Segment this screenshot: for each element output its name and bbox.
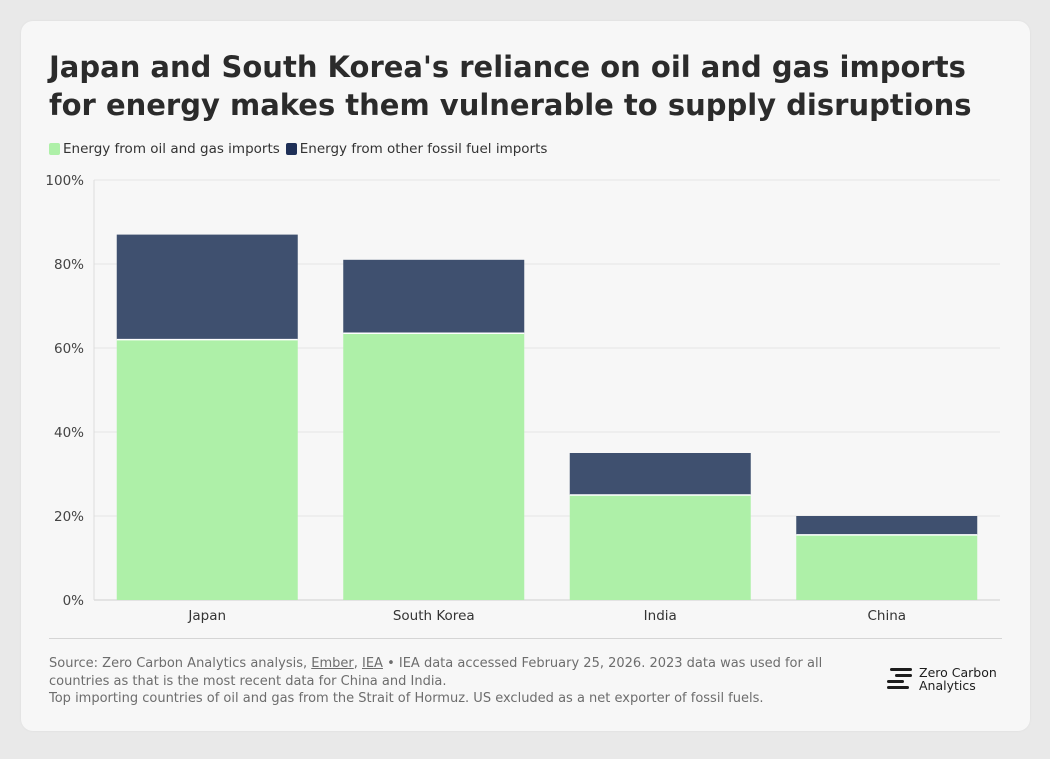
legend-label-oil-gas: Energy from oil and gas imports: [63, 141, 280, 157]
footer-note: Top importing countries of oil and gas f…: [49, 691, 764, 706]
bar-south-korea-other-fossil: [343, 259, 525, 334]
footer-source: Source: Zero Carbon Analytics analysis, …: [49, 655, 829, 708]
footer-divider: [49, 638, 1002, 639]
y-tick-label: 60%: [54, 341, 84, 357]
source-prefix: Source: Zero Carbon Analytics analysis,: [49, 656, 312, 671]
x-tick-label: India: [644, 608, 677, 624]
y-tick-label: 40%: [54, 425, 84, 441]
zero-carbon-logo-icon: [887, 668, 912, 689]
zero-carbon-logo[interactable]: Zero Carbon Analytics: [886, 666, 997, 692]
legend-swatch-oil-gas: [49, 143, 60, 155]
source-separator: ,: [353, 656, 362, 671]
logo-text: Zero Carbon Analytics: [919, 666, 997, 692]
iea-link[interactable]: IEA: [362, 656, 383, 671]
bar-china-other-fossil: [796, 516, 978, 535]
bar-china-oil-gas: [796, 534, 978, 600]
y-tick-label: 0%: [63, 593, 85, 609]
x-tick-label: Japan: [187, 608, 226, 624]
bar-japan-other-fossil: [116, 234, 298, 340]
ember-link[interactable]: Ember: [311, 656, 354, 671]
x-tick-label: South Korea: [393, 608, 475, 624]
legend: Energy from oil and gas imports Energy f…: [49, 141, 553, 157]
y-tick-label: 20%: [54, 509, 84, 525]
legend-item-other-fossil: Energy from other fossil fuel imports: [285, 141, 548, 157]
bar-india-oil-gas: [569, 495, 751, 600]
bar-south-korea-oil-gas: [343, 333, 525, 600]
stacked-bar-chart: 0% 20% 40% 60% 80% 100% Japan South Korea India C…: [45, 173, 1000, 624]
legend-swatch-other-fossil: [285, 143, 297, 155]
x-tick-label: China: [867, 608, 906, 624]
logo-line-1: Zero Carbon: [919, 665, 997, 680]
chart-title: Japan and South Korea's reliance on oil …: [49, 50, 972, 122]
y-tick-label: 100%: [45, 173, 84, 189]
logo-line-2: Analytics: [919, 678, 976, 693]
bar-india-other-fossil: [569, 453, 751, 495]
source-rest: • IEA data accessed February 25, 2026. 2…: [49, 656, 823, 689]
y-tick-label: 80%: [54, 257, 84, 273]
bar-japan-oil-gas: [116, 339, 298, 600]
legend-item-oil-gas: Energy from oil and gas imports: [49, 141, 280, 157]
legend-label-other-fossil: Energy from other fossil fuel imports: [299, 141, 548, 157]
